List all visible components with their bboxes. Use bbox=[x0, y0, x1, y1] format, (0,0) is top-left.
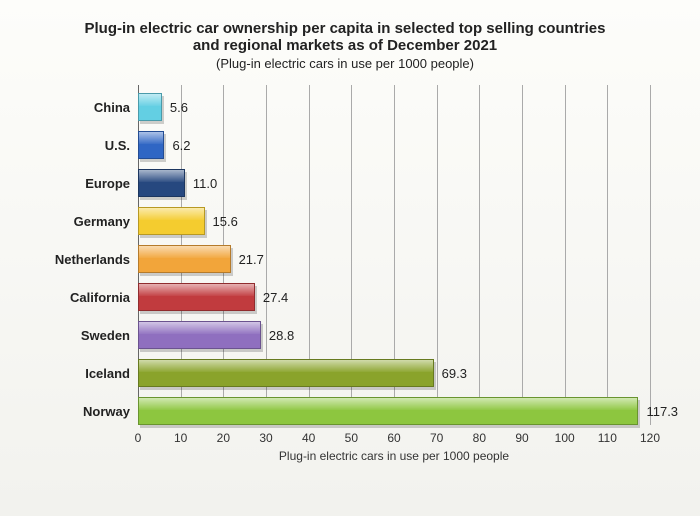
bar-row: Norway117.3 bbox=[138, 397, 650, 425]
x-tick-label: 80 bbox=[473, 431, 486, 445]
plot-area: Plug-in electric cars in use per 1000 pe… bbox=[138, 85, 650, 455]
bar-row: Europe11.0 bbox=[138, 169, 650, 197]
bar bbox=[138, 359, 434, 387]
value-label: 21.7 bbox=[239, 252, 264, 267]
chart-title: Plug-in electric car ownership per capit… bbox=[20, 20, 670, 54]
bar bbox=[138, 397, 638, 425]
bar bbox=[138, 283, 255, 311]
value-label: 117.3 bbox=[646, 404, 678, 419]
bar-row: U.S.6.2 bbox=[138, 131, 650, 159]
x-tick-label: 20 bbox=[217, 431, 230, 445]
bar bbox=[138, 93, 162, 121]
x-tick-label: 40 bbox=[302, 431, 315, 445]
x-tick-label: 90 bbox=[515, 431, 528, 445]
category-label: Europe bbox=[85, 176, 130, 191]
x-tick-label: 30 bbox=[259, 431, 272, 445]
x-tick-label: 110 bbox=[598, 431, 617, 445]
x-tick-label: 70 bbox=[430, 431, 443, 445]
grid-line bbox=[650, 85, 651, 425]
bar bbox=[138, 245, 231, 273]
category-label: China bbox=[94, 100, 130, 115]
chart-title-line1: Plug-in electric car ownership per capit… bbox=[85, 20, 606, 37]
bar-row: China5.6 bbox=[138, 93, 650, 121]
bar bbox=[138, 131, 164, 159]
bar-row: Iceland69.3 bbox=[138, 359, 650, 387]
category-label: U.S. bbox=[105, 138, 130, 153]
category-label: California bbox=[70, 290, 130, 305]
bar-row: Sweden28.8 bbox=[138, 321, 650, 349]
value-label: 15.6 bbox=[213, 214, 238, 229]
value-label: 11.0 bbox=[193, 176, 217, 191]
x-tick-label: 50 bbox=[345, 431, 358, 445]
category-label: Norway bbox=[83, 404, 130, 419]
chart-title-line2: and regional markets as of December 2021 bbox=[193, 37, 497, 54]
value-label: 69.3 bbox=[442, 366, 467, 381]
chart-subtitle: (Plug-in electric cars in use per 1000 p… bbox=[20, 56, 670, 71]
bar-row: Germany15.6 bbox=[138, 207, 650, 235]
category-label: Sweden bbox=[81, 328, 130, 343]
bar-row: Netherlands21.7 bbox=[138, 245, 650, 273]
category-label: Germany bbox=[74, 214, 130, 229]
value-label: 28.8 bbox=[269, 328, 294, 343]
category-label: Netherlands bbox=[55, 252, 130, 267]
value-label: 5.6 bbox=[170, 100, 188, 115]
x-tick-label: 60 bbox=[387, 431, 400, 445]
chart-container: Plug-in electric car ownership per capit… bbox=[0, 0, 700, 516]
x-tick-label: 0 bbox=[135, 431, 142, 445]
value-label: 27.4 bbox=[263, 290, 288, 305]
x-tick-label: 10 bbox=[174, 431, 187, 445]
bar bbox=[138, 207, 205, 235]
x-tick-label: 100 bbox=[555, 431, 575, 445]
bar bbox=[138, 321, 261, 349]
x-axis-title: Plug-in electric cars in use per 1000 pe… bbox=[138, 449, 650, 463]
bar bbox=[138, 169, 185, 197]
x-tick-label: 120 bbox=[640, 431, 660, 445]
value-label: 6.2 bbox=[172, 138, 190, 153]
bar-row: California27.4 bbox=[138, 283, 650, 311]
category-label: Iceland bbox=[85, 366, 130, 381]
